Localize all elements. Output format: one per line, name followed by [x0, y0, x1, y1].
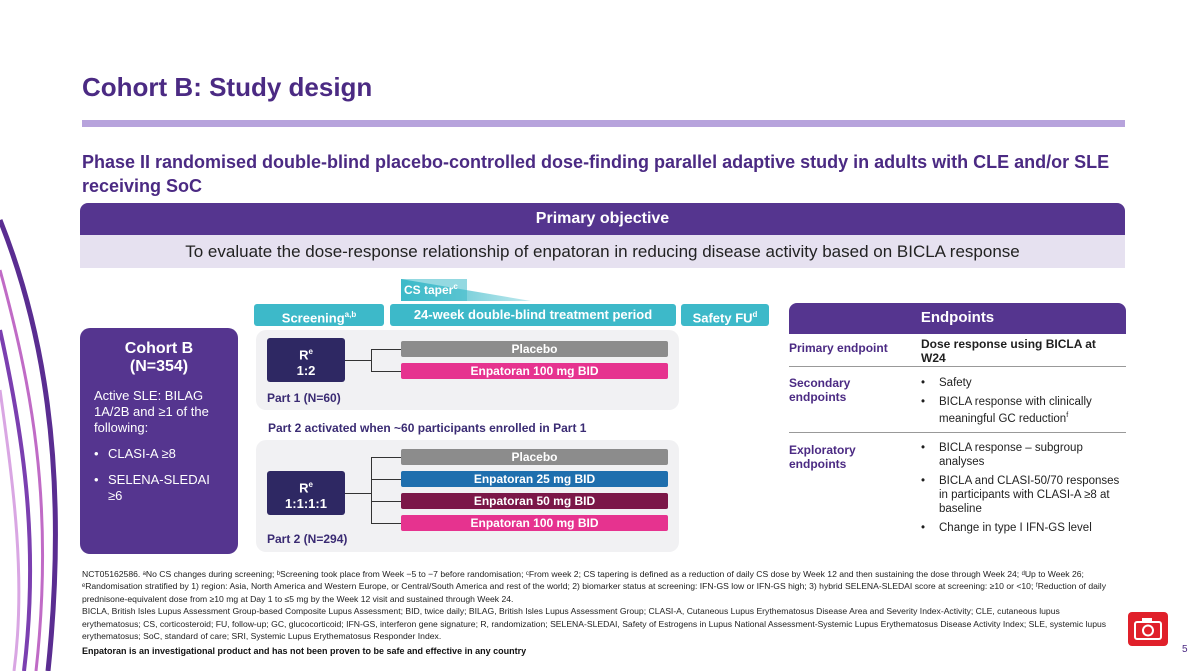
endpoints-heading: Endpoints: [789, 303, 1126, 333]
arm-enpatoran-100: Enpatoran 100 mg BID: [401, 363, 668, 379]
page-number: 5: [1182, 644, 1188, 655]
cohort-criterion: • SELENA-SLEDAI ≥6: [94, 472, 210, 503]
arm-enpatoran-50: Enpatoran 50 mg BID: [401, 493, 668, 509]
connector-line: [345, 493, 371, 494]
arm-enpatoran-25: Enpatoran 25 mg BID: [401, 471, 668, 487]
secondary-endpoints-list: • Safety • BICLA response with clinically …: [921, 376, 1121, 431]
connector-line: [371, 457, 372, 523]
connector-line: [371, 501, 401, 502]
decorative-swoosh: [0, 219, 58, 671]
arm-placebo: Placebo: [401, 449, 668, 465]
arm-placebo: Placebo: [401, 341, 668, 357]
secondary-endpoints-label: Secondary endpoints: [789, 376, 851, 404]
primary-endpoint-text: Dose response using BICLA at W24: [921, 337, 1096, 365]
connector-line: [371, 371, 401, 372]
exploratory-endpoints-label: Exploratory endpoints: [789, 443, 856, 471]
part1-randomisation-box: Re 1:2: [267, 338, 345, 382]
connector-line: [371, 349, 401, 350]
connector-line: [345, 360, 371, 361]
footnote-abbreviations: BICLA, British Isles Lupus Assessment Gr…: [82, 606, 1107, 642]
connector-line: [371, 479, 401, 480]
endpoint-item: • BICLA response – subgroup analyses: [921, 442, 1083, 468]
endpoint-item: • Safety: [921, 377, 972, 389]
exploratory-endpoints-list: • BICLA response – subgroup analyses • BIC…: [921, 441, 1121, 540]
primary-objective-text: To evaluate the dose-response relationsh…: [80, 235, 1125, 268]
treatment-period-bar: 24-week double-blind treatment period: [390, 304, 676, 326]
endpoints-divider: [789, 333, 1126, 334]
part2-label: Part 2 (N=294): [267, 532, 348, 546]
endpoint-item: • BICLA and CLASI-50/70 responses in part…: [921, 475, 1120, 515]
cohort-b-box: Cohort B (N=354) Active SLE: BILAG 1A/2B…: [80, 328, 238, 554]
footnotes: NCT05162586. ᵃNo CS changes during scree…: [82, 568, 1112, 642]
cohort-criterion: • CLASI-A ≥8: [94, 446, 176, 461]
title-divider: [82, 120, 1125, 127]
part1-label: Part 1 (N=60): [267, 391, 341, 405]
cohort-title: Cohort B: [124, 340, 194, 357]
page-title: Cohort B: Study design: [82, 72, 373, 102]
endpoints-divider: [789, 366, 1126, 367]
endpoint-item: • Change in type I IFN-GS level: [921, 522, 1092, 534]
connector-line: [371, 523, 401, 524]
endpoint-item: • BICLA response with clinically meaningf…: [921, 396, 1092, 425]
endpoints-divider: [789, 432, 1126, 433]
part2-activation-text: Part 2 activated when ~60 participants e…: [268, 421, 587, 435]
cs-taper-wedge: [401, 279, 531, 301]
arm-enpatoran-100: Enpatoran 100 mg BID: [401, 515, 668, 531]
connector-line: [371, 457, 401, 458]
camera-icon[interactable]: [1128, 612, 1168, 646]
part2-randomisation-box: Re 1:1:1:1: [267, 471, 345, 515]
primary-objective-heading: Primary objective: [80, 203, 1125, 235]
screening-bar: Screeninga,b: [254, 304, 384, 326]
safety-fu-bar: Safety FUd: [681, 304, 769, 326]
cs-taper-label: CS taperc: [404, 282, 458, 297]
connector-line: [371, 349, 372, 372]
study-subtitle: Phase II randomised double-blind placebo…: [82, 152, 1110, 196]
cohort-criteria: Active SLE: BILAG 1A/2B and ≥1 of the fo…: [94, 388, 209, 435]
disclaimer: Enpatoran is an investigational product …: [82, 646, 527, 656]
footnote-references: NCT05162586. ᵃNo CS changes during scree…: [82, 569, 1107, 604]
primary-endpoint-label: Primary endpoint: [789, 341, 888, 355]
cohort-n: (N=354): [129, 358, 189, 375]
